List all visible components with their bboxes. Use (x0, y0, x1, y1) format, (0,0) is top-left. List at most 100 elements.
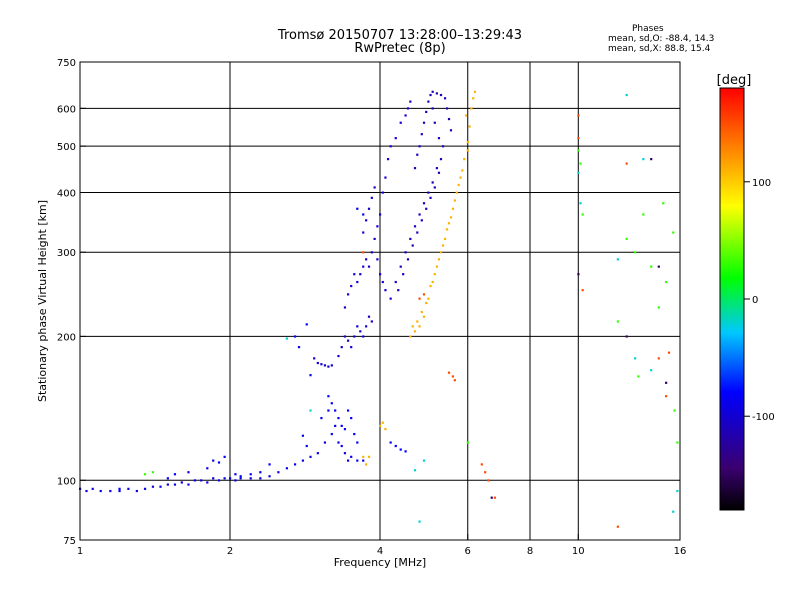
data-point (365, 219, 368, 222)
data-point (625, 162, 628, 165)
x-tick-label: 2 (227, 546, 233, 557)
data-point (135, 489, 138, 493)
data-point (418, 213, 421, 216)
data-point (437, 137, 441, 140)
data-point (356, 459, 359, 462)
data-point (634, 251, 637, 254)
data-point (206, 481, 209, 484)
data-point (657, 357, 660, 360)
data-point (356, 325, 359, 328)
data-point (577, 137, 580, 140)
data-point (402, 273, 405, 276)
data-point (356, 441, 359, 444)
data-point (340, 444, 343, 448)
data-point (85, 489, 88, 493)
data-point (151, 485, 155, 488)
data-point (381, 421, 384, 424)
data-point (367, 207, 371, 210)
data-point (433, 186, 436, 189)
data-point (411, 244, 414, 247)
data-point (327, 365, 330, 368)
data-point (394, 280, 397, 284)
data-point (217, 479, 221, 482)
data-point (187, 471, 190, 474)
data-point (404, 450, 407, 453)
data-point (330, 364, 333, 367)
data-point (466, 149, 469, 152)
data-point (330, 432, 333, 436)
data-point (447, 117, 451, 121)
data-point (616, 258, 619, 261)
data-point (399, 265, 402, 268)
data-point (143, 473, 147, 476)
data-point (397, 289, 400, 292)
y-axis-label: Stationary phase Virtual Height [km] (36, 200, 49, 402)
data-point (416, 320, 419, 323)
y-tick-label: 300 (57, 248, 76, 259)
data-point (447, 222, 451, 225)
data-point (373, 237, 376, 241)
data-point (346, 293, 350, 296)
data-point (422, 202, 426, 205)
y-tick-label: 500 (57, 142, 76, 153)
axis-ticks: 1 2 4 6 8 10 16 75 100 200 300 400 500 600 750 (57, 58, 686, 557)
data-point (350, 346, 353, 349)
y-tick-label: 75 (63, 536, 76, 547)
x-tick-label: 16 (674, 546, 687, 557)
data-point (650, 265, 653, 268)
data-point (309, 374, 312, 377)
data-point (373, 186, 376, 189)
data-point (616, 320, 619, 323)
data-point (472, 97, 475, 100)
data-point (673, 409, 676, 412)
colorbar-ticks: 100 0 -100 (744, 178, 775, 423)
data-point (337, 354, 340, 358)
data-point (463, 158, 466, 161)
data-point (409, 237, 412, 241)
colorbar (719, 87, 745, 511)
data-point (447, 371, 451, 374)
data-point (234, 479, 237, 482)
data-point (437, 171, 441, 174)
data-point (217, 461, 221, 464)
data-point (350, 455, 353, 458)
data-point (637, 375, 640, 378)
data-point (431, 181, 434, 184)
colorbar-tick-label: 100 (752, 178, 771, 189)
data-point (490, 496, 493, 499)
data-point (579, 202, 582, 205)
data-point (337, 441, 340, 444)
data-point (487, 479, 490, 482)
grid-lines (80, 62, 680, 540)
data-point (484, 471, 487, 474)
data-point (327, 409, 330, 412)
x-tick-label: 1 (77, 546, 83, 557)
data-point (346, 459, 350, 462)
data-point (320, 416, 323, 420)
data-point (431, 90, 434, 93)
x-tick-label: 4 (377, 546, 383, 557)
y-tick-label: 400 (57, 188, 76, 199)
data-point (293, 335, 297, 338)
data-point (416, 231, 419, 234)
data-point (200, 479, 203, 482)
data-point (346, 339, 350, 342)
data-point (365, 325, 368, 328)
data-point (206, 467, 209, 470)
data-point (625, 93, 628, 97)
data-point (259, 471, 262, 474)
data-point (362, 459, 365, 462)
data-point (429, 284, 432, 288)
data-point (305, 444, 308, 448)
data-point (406, 258, 410, 261)
data-point (470, 107, 473, 110)
data-point (173, 483, 177, 486)
data-point (616, 525, 619, 528)
data-point (435, 265, 438, 268)
data-point (418, 325, 421, 328)
data-point (457, 183, 460, 187)
data-point (451, 375, 455, 378)
data-point (350, 284, 353, 288)
data-point (389, 145, 392, 148)
data-point (657, 265, 660, 268)
